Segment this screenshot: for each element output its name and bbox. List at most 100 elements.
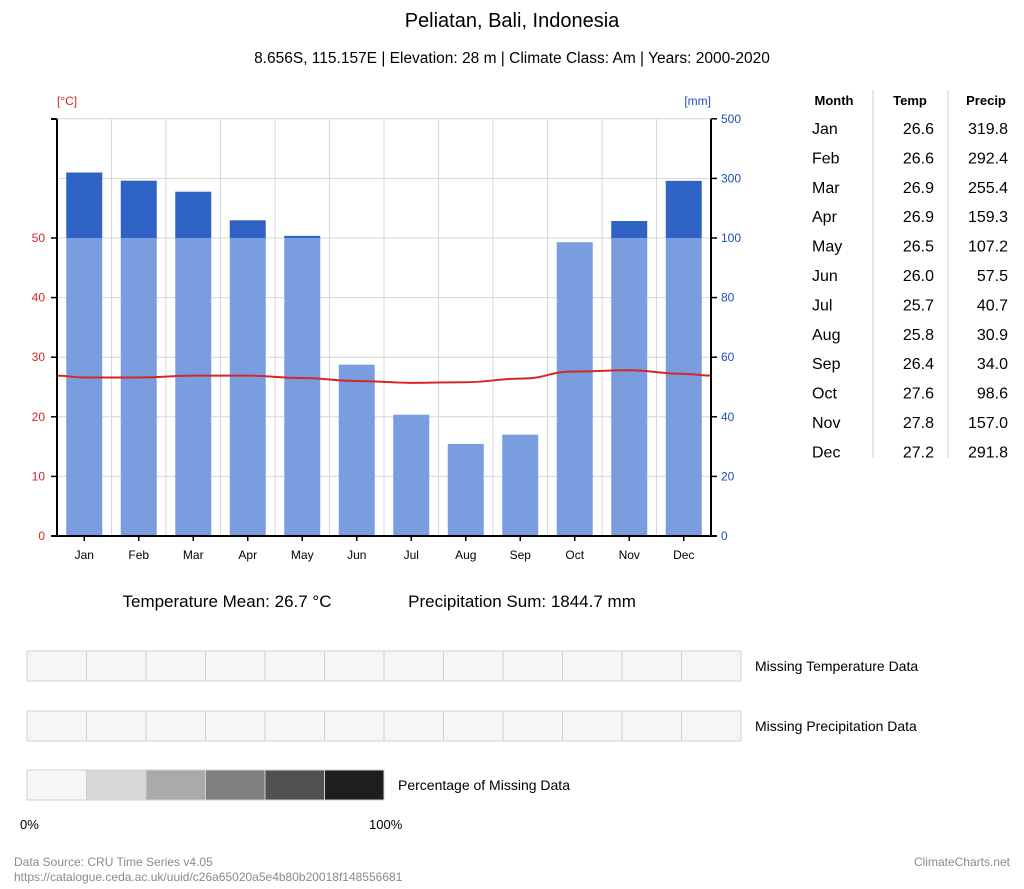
temp-tick-label: 50 — [32, 231, 46, 245]
precip-bar-excess-nov — [611, 221, 648, 238]
precip-tick-label: 80 — [721, 291, 735, 305]
month-label-may: May — [291, 548, 314, 562]
table-cell: 40.7 — [977, 297, 1008, 314]
missing-precip-cell — [86, 710, 147, 742]
month-label-apr: Apr — [238, 548, 257, 562]
data-source-url[interactable]: https://catalogue.ceda.ac.uk/uuid/c26a65… — [14, 870, 403, 884]
missing-temp-label: Missing Temperature Data — [755, 658, 918, 674]
table-cell: 30.9 — [977, 327, 1008, 344]
table-cell: 27.8 — [903, 415, 934, 432]
precip-bar-feb — [120, 238, 157, 536]
missing-precip-cell — [502, 710, 563, 742]
month-label-mar: Mar — [183, 548, 204, 562]
precip-bar-excess-may — [284, 235, 321, 238]
precip-unit-label: [mm] — [684, 94, 711, 108]
missing-precip-cell — [383, 710, 444, 742]
table-cell: Jul — [812, 297, 832, 314]
precip-bar-oct — [556, 242, 593, 536]
missing-precip-cell — [26, 710, 87, 742]
table-cell: Feb — [812, 150, 840, 167]
precip-bar-apr — [229, 238, 266, 536]
precip-bar-sep — [502, 434, 539, 536]
temperature-mean: Temperature Mean: 26.7 °C — [122, 592, 331, 611]
table-cell: Oct — [812, 386, 837, 403]
precip-bar-excess-apr — [229, 220, 266, 238]
precipitation-sum: Precipitation Sum: 1844.7 mm — [408, 592, 636, 611]
missing-legend-swatch — [205, 769, 266, 801]
table-header-temp: Temp — [893, 93, 927, 108]
table-header-month: Month — [815, 93, 854, 108]
brand-label[interactable]: ClimateCharts.net — [914, 855, 1011, 869]
precipitation-bars — [66, 172, 702, 536]
month-label-oct: Oct — [565, 548, 584, 562]
precip-tick-label: 40 — [721, 410, 735, 424]
table-cell: 107.2 — [968, 239, 1008, 256]
table-cell: 27.2 — [903, 444, 934, 461]
table-cell: 157.0 — [968, 415, 1008, 432]
chart-title: Peliatan, Bali, Indonesia — [405, 10, 620, 32]
legend-min-label: 0% — [20, 817, 39, 832]
table-cell: 26.4 — [903, 356, 934, 373]
precip-bar-jan — [66, 238, 103, 536]
precip-bar-excess-dec — [665, 180, 702, 238]
table-cell: 34.0 — [977, 356, 1008, 373]
missing-legend-label: Percentage of Missing Data — [398, 777, 570, 793]
missing-temp-cell — [264, 650, 325, 682]
missing-precip-cell — [324, 710, 385, 742]
precip-tick-label: 100 — [721, 231, 741, 245]
precip-bar-excess-mar — [175, 191, 212, 238]
month-label-jul: Jul — [404, 548, 419, 562]
table-cell: 319.8 — [968, 121, 1008, 138]
missing-temp-cell — [86, 650, 147, 682]
month-label-dec: Dec — [673, 548, 694, 562]
missing-legend-swatch — [145, 769, 206, 801]
table-cell: Dec — [812, 444, 840, 461]
data-source: Data Source: CRU Time Series v4.05 — [14, 855, 213, 869]
table-cell: 255.4 — [968, 180, 1008, 197]
missing-precip-cell — [145, 710, 206, 742]
precip-tick-label: 300 — [721, 171, 741, 185]
month-label-jun: Jun — [347, 548, 366, 562]
temp-tick-label: 30 — [32, 350, 46, 364]
table-header-precip: Precip — [966, 93, 1006, 108]
table-cell: 25.8 — [903, 327, 934, 344]
table-cell: 291.8 — [968, 444, 1008, 461]
table-cell: 159.3 — [968, 209, 1008, 226]
precip-bar-mar — [175, 238, 212, 536]
precip-bar-dec — [665, 238, 702, 536]
missing-legend-swatch — [324, 769, 385, 801]
table-cell: Jan — [812, 121, 838, 138]
missing-temp-cell — [383, 650, 444, 682]
missing-temp-cell — [562, 650, 623, 682]
missing-legend-swatch — [26, 769, 87, 801]
table-cell: 57.5 — [977, 268, 1008, 285]
missing-precip-cell — [205, 710, 266, 742]
month-label-feb: Feb — [128, 548, 149, 562]
temp-tick-label: 10 — [32, 469, 46, 483]
month-label-nov: Nov — [619, 548, 640, 562]
precip-tick-label: 60 — [721, 350, 735, 364]
missing-precip-label: Missing Precipitation Data — [755, 718, 917, 734]
table-cell: 26.0 — [903, 268, 934, 285]
month-label-sep: Sep — [510, 548, 532, 562]
precip-bar-aug — [447, 443, 484, 536]
precip-bar-excess-jan — [66, 172, 103, 238]
missing-temp-cell — [502, 650, 563, 682]
temp-tick-label: 0 — [38, 529, 45, 543]
missing-temp-cell — [621, 650, 682, 682]
table-cell: 26.6 — [903, 150, 934, 167]
missing-precip-cell — [562, 710, 623, 742]
missing-temp-cell — [205, 650, 266, 682]
table-cell: Sep — [812, 356, 841, 373]
month-label-aug: Aug — [455, 548, 476, 562]
missing-temp-cell — [443, 650, 504, 682]
table-cell: Jun — [812, 268, 838, 285]
table-cell: 26.9 — [903, 209, 934, 226]
month-label-jan: Jan — [75, 548, 94, 562]
legend-max-label: 100% — [369, 817, 403, 832]
grid-lines — [57, 118, 711, 536]
precip-bar-may — [284, 238, 321, 536]
table-cell: 292.4 — [968, 150, 1008, 167]
